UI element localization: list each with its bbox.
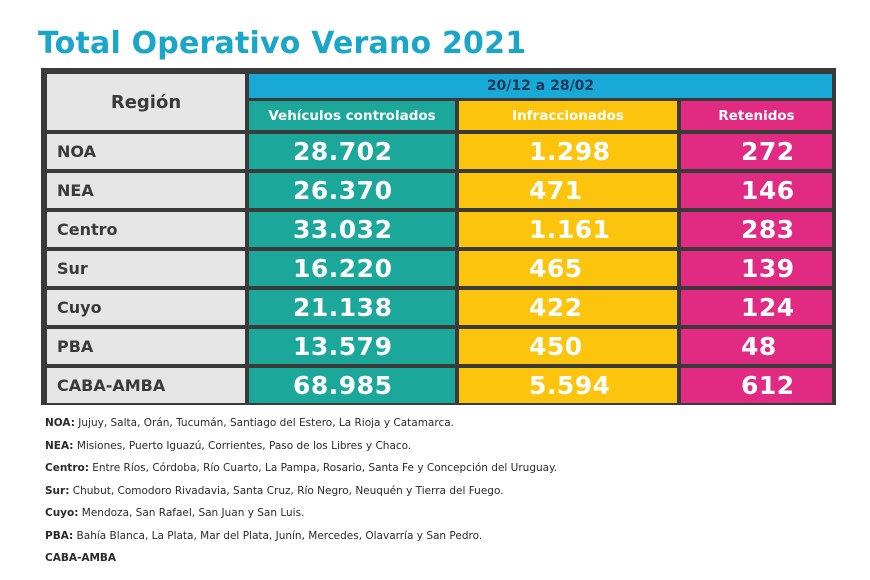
note-region-list: Chubut, Comodoro Rivadavia, Santa Cruz, … bbox=[69, 484, 504, 497]
table-cell-infraccionados: 465 bbox=[459, 251, 677, 286]
table-cell-infraccionados: 5.594 bbox=[459, 368, 677, 403]
table-row-region: CABA-AMBA bbox=[47, 368, 245, 403]
period-header: 20/12 a 28/02 bbox=[249, 74, 832, 98]
table-cell-vehiculos: 68.985 bbox=[249, 368, 455, 403]
table-row-region: NOA bbox=[47, 134, 245, 169]
table-cell-infraccionados: 1.298 bbox=[459, 134, 677, 169]
note-line: NEA: Misiones, Puerto Iguazú, Corrientes… bbox=[45, 435, 557, 458]
note-line: NOA: Jujuy, Salta, Orán, Tucumán, Santia… bbox=[45, 412, 557, 435]
table-cell-infraccionados: 422 bbox=[459, 290, 677, 325]
note-region-code: CABA-AMBA bbox=[45, 552, 117, 564]
note-region-code: NOA: bbox=[45, 417, 75, 429]
region-notes: NOA: Jujuy, Salta, Orán, Tucumán, Santia… bbox=[45, 412, 557, 570]
table-cell-retenidos: 139 bbox=[681, 251, 832, 286]
note-region-code: PBA: bbox=[45, 529, 74, 542]
table-row-region: NEA bbox=[47, 173, 245, 208]
note-region-list: Jujuy, Salta, Orán, Tucumán, Santiago de… bbox=[74, 417, 454, 429]
table-row-region: Centro bbox=[47, 212, 245, 247]
note-region-code: Cuyo: bbox=[45, 507, 79, 519]
note-region-code: NEA: bbox=[45, 439, 74, 452]
page-title: Total Operativo Verano 2021 bbox=[38, 26, 527, 61]
table-cell-retenidos: 283 bbox=[681, 212, 832, 247]
note-line: Sur: Chubut, Comodoro Rivadavia, Santa C… bbox=[45, 480, 557, 503]
note-region-list: Mendoza, San Rafael, San Juan y San Luis… bbox=[78, 507, 305, 519]
note-line: Cuyo: Mendoza, San Rafael, San Juan y Sa… bbox=[45, 502, 557, 525]
table-cell-retenidos: 48 bbox=[681, 329, 832, 364]
table-cell-infraccionados: 471 bbox=[459, 173, 677, 208]
note-line: Centro: Entre Ríos, Córdoba, Río Cuarto,… bbox=[45, 457, 557, 480]
region-column-header: Región bbox=[47, 74, 245, 130]
column-header-vehiculos: Vehículos controlados bbox=[249, 101, 455, 130]
table-cell-retenidos: 612 bbox=[681, 368, 832, 403]
table-cell-retenidos: 146 bbox=[681, 173, 832, 208]
stats-table: Región 20/12 a 28/02 Vehículos controlad… bbox=[41, 68, 836, 405]
column-header-retenidos: Retenidos bbox=[681, 101, 832, 130]
note-region-code: Sur: bbox=[45, 484, 70, 497]
table-cell-vehiculos: 33.032 bbox=[249, 212, 455, 247]
table-cell-infraccionados: 1.161 bbox=[459, 212, 677, 247]
note-region-code: Centro: bbox=[45, 462, 89, 474]
table-cell-retenidos: 272 bbox=[681, 134, 832, 169]
table-cell-vehiculos: 26.370 bbox=[249, 173, 455, 208]
note-line: PBA: Bahía Blanca, La Plata, Mar del Pla… bbox=[45, 525, 557, 548]
note-region-list: Misiones, Puerto Iguazú, Corrientes, Pas… bbox=[73, 439, 412, 452]
column-header-infraccionados: Infraccionados bbox=[459, 101, 677, 130]
table-row-region: Cuyo bbox=[47, 290, 245, 325]
table-row-region: Sur bbox=[47, 251, 245, 286]
table-cell-vehiculos: 13.579 bbox=[249, 329, 455, 364]
note-line: CABA-AMBA bbox=[45, 547, 557, 570]
table-cell-retenidos: 124 bbox=[681, 290, 832, 325]
table-row-region: PBA bbox=[47, 329, 245, 364]
table-cell-vehiculos: 28.702 bbox=[249, 134, 455, 169]
note-region-list: Entre Ríos, Córdoba, Río Cuarto, La Pamp… bbox=[88, 462, 558, 474]
note-region-list: Bahía Blanca, La Plata, Mar del Plata, J… bbox=[73, 529, 483, 542]
table-cell-vehiculos: 21.138 bbox=[249, 290, 455, 325]
table-cell-infraccionados: 450 bbox=[459, 329, 677, 364]
table-cell-vehiculos: 16.220 bbox=[249, 251, 455, 286]
